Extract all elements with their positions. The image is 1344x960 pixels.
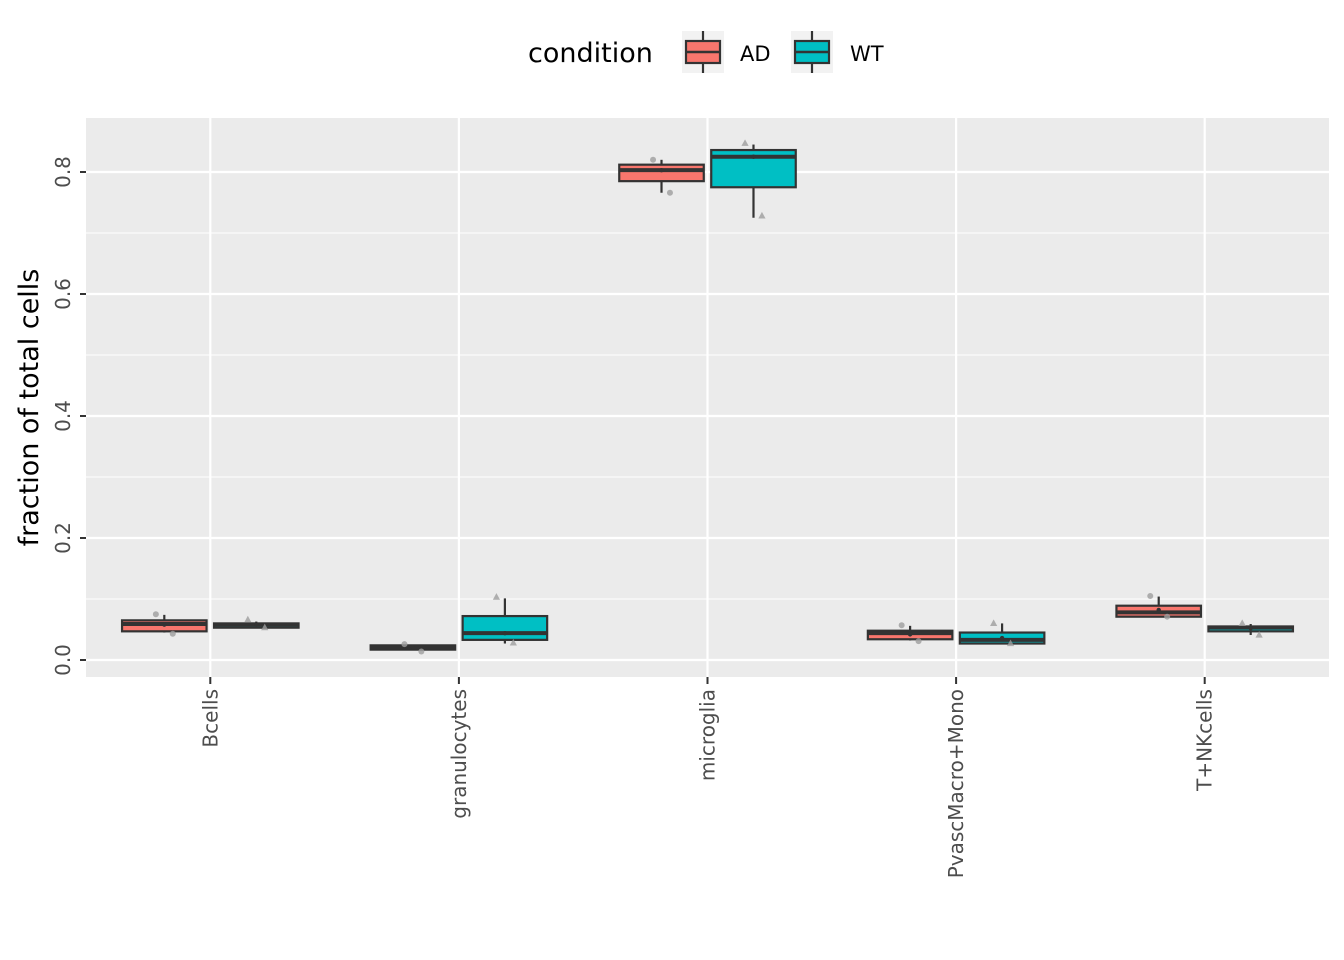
x-tick-label: granulocytes bbox=[447, 689, 471, 819]
data-point bbox=[741, 139, 749, 146]
data-point bbox=[244, 615, 252, 623]
data-point bbox=[915, 638, 922, 645]
x-tick-label: T+NKcells bbox=[1193, 689, 1217, 792]
data-point bbox=[152, 611, 159, 618]
box-mean bbox=[751, 154, 756, 159]
x-tick-label: PvascMacro+Mono bbox=[944, 689, 968, 878]
plot-marks bbox=[120, 139, 1295, 655]
legend-label: AD bbox=[740, 42, 771, 66]
grid bbox=[86, 118, 1329, 677]
data-point bbox=[418, 648, 425, 655]
data-point bbox=[261, 623, 269, 631]
data-point bbox=[169, 630, 176, 637]
box-body bbox=[618, 163, 705, 183]
box-mean bbox=[1156, 607, 1161, 613]
data-point bbox=[898, 622, 905, 629]
box-body bbox=[461, 614, 549, 641]
data-point bbox=[1255, 630, 1263, 638]
y-tick-label: 0.8 bbox=[51, 156, 75, 188]
legend-label: WT bbox=[850, 42, 884, 66]
data-point bbox=[666, 189, 673, 196]
data-point bbox=[509, 638, 517, 646]
box-WT-microglia bbox=[710, 144, 797, 218]
data-point bbox=[1164, 613, 1171, 620]
y-tick-label: 0.4 bbox=[51, 400, 75, 432]
data-point bbox=[401, 641, 408, 648]
data-point bbox=[492, 593, 501, 600]
box-AD-Bcells bbox=[120, 614, 208, 633]
y-tick-label: 0.2 bbox=[51, 522, 75, 554]
box-mean bbox=[659, 167, 664, 173]
data-point bbox=[650, 156, 657, 163]
box-mean bbox=[410, 644, 416, 650]
data-point bbox=[1238, 619, 1246, 626]
series-AD bbox=[120, 156, 1203, 655]
data-point bbox=[1006, 639, 1015, 647]
box-WT-granulocytes bbox=[461, 598, 549, 644]
box-AD-microglia bbox=[618, 159, 705, 193]
x-tick-label: Bcells bbox=[198, 689, 222, 748]
legend: condition AD WT bbox=[528, 31, 884, 73]
box-AD-granulocytes bbox=[369, 644, 457, 651]
y-tick-label: 0.0 bbox=[51, 644, 75, 676]
series-WT bbox=[212, 139, 1295, 647]
box-WT-Bcells bbox=[212, 621, 300, 629]
legend-entry-WT: WT bbox=[791, 31, 884, 73]
box-mean bbox=[1248, 626, 1253, 631]
y-tick-label: 0.6 bbox=[51, 278, 75, 310]
box-mean bbox=[502, 630, 508, 636]
box-AD-T+NKcells bbox=[1115, 596, 1203, 618]
box-AD-PvascMacro+Mono bbox=[866, 625, 954, 641]
box-WT-T+NKcells bbox=[1207, 624, 1295, 635]
box-mean bbox=[162, 622, 167, 627]
x-tick-label: microglia bbox=[696, 689, 720, 781]
box-mean bbox=[999, 635, 1005, 641]
box-mean bbox=[254, 622, 259, 627]
legend-title: condition bbox=[528, 38, 653, 69]
box-WT-PvascMacro+Mono bbox=[958, 623, 1046, 645]
data-point bbox=[758, 211, 766, 219]
y-axis-title: fraction of total cells bbox=[14, 269, 45, 547]
data-point bbox=[1147, 592, 1154, 599]
data-point bbox=[990, 619, 998, 626]
legend-entry-AD: AD bbox=[682, 31, 771, 73]
box-mean bbox=[907, 632, 913, 637]
axes: 0.0 0.2 0.4 0.6 0.8 Bcells granulocytes microgl… bbox=[51, 156, 1217, 878]
